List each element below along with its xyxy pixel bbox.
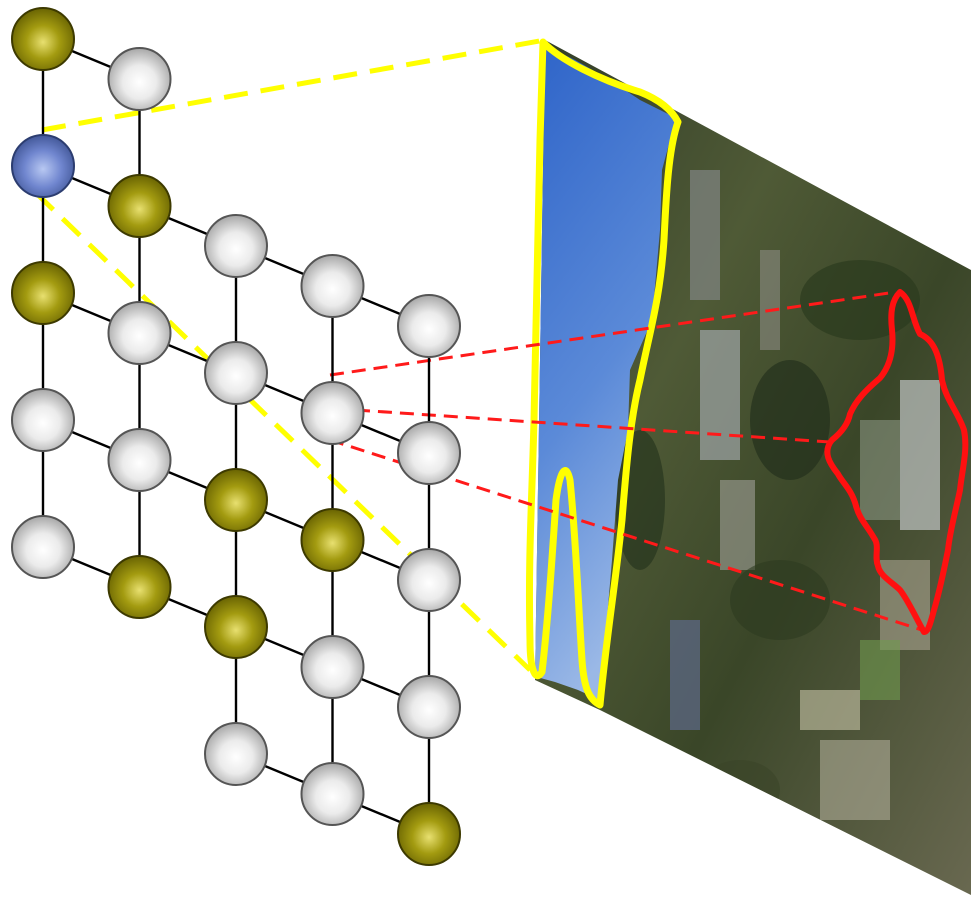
label-foreground-node bbox=[11, 7, 75, 71]
label-unknown-node bbox=[204, 214, 268, 278]
building-projection-lines bbox=[329, 290, 929, 634]
label-foreground-node bbox=[11, 261, 75, 325]
label-unknown-node bbox=[397, 675, 461, 739]
label-unknown-node bbox=[300, 762, 365, 826]
label-unknown-node bbox=[204, 722, 268, 786]
building-projection-line bbox=[355, 408, 831, 444]
sky-area bbox=[535, 42, 676, 700]
label-unknown-node bbox=[300, 254, 365, 318]
label-unknown-node bbox=[397, 421, 461, 485]
building-region-outline bbox=[824, 289, 969, 635]
building-projection-line bbox=[329, 290, 897, 377]
label-unknown-node bbox=[107, 47, 172, 111]
label-unknown-node bbox=[204, 341, 268, 405]
label-unknown-node bbox=[107, 301, 172, 365]
label-unknown-node bbox=[397, 548, 461, 612]
building-projection-line bbox=[329, 438, 929, 634]
sky-region-outline bbox=[525, 38, 682, 709]
label-foreground-node bbox=[204, 595, 268, 659]
label-unknown-node bbox=[300, 635, 365, 699]
label-foreground-node bbox=[107, 174, 172, 238]
label-unknown-node bbox=[107, 428, 172, 492]
graph-edges bbox=[41, 37, 431, 836]
aerial-photo bbox=[535, 40, 971, 895]
label-foreground-node bbox=[397, 802, 461, 866]
label-unknown-node bbox=[11, 515, 75, 579]
label-unknown-node bbox=[300, 381, 365, 445]
sky-projection-line bbox=[41, 37, 546, 133]
selected-sky-node bbox=[11, 134, 75, 198]
label-foreground-node bbox=[300, 508, 365, 572]
label-unknown-node bbox=[11, 388, 75, 452]
label-unknown-node bbox=[397, 294, 461, 358]
label-foreground-node bbox=[204, 468, 268, 532]
label-foreground-node bbox=[107, 555, 172, 619]
graph-nodes bbox=[11, 7, 461, 866]
